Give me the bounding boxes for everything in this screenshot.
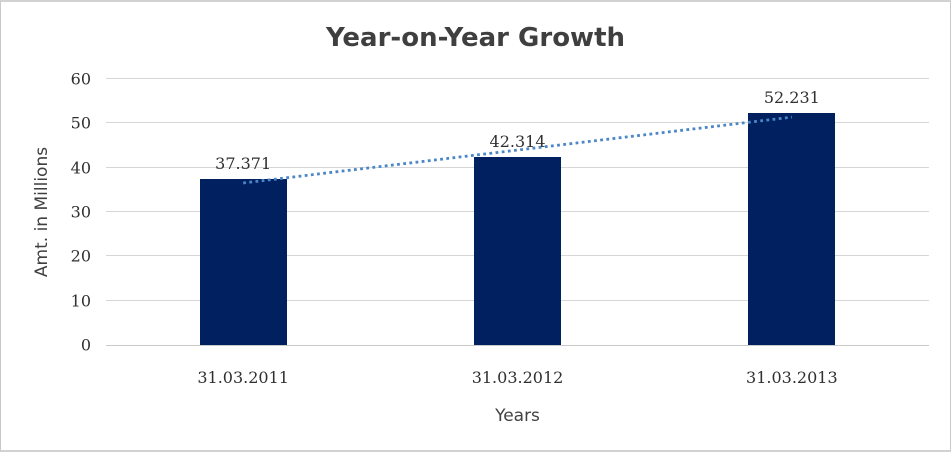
y-tick-label: 10 xyxy=(70,291,91,311)
y-tick-label: 60 xyxy=(70,69,91,89)
bar xyxy=(748,113,836,345)
bar-value-label: 42.314 xyxy=(489,132,546,152)
bar xyxy=(199,179,287,345)
chart-title: Year-on-Year Growth xyxy=(325,23,626,53)
x-axis-title: Years xyxy=(495,406,540,426)
x-category-label: 31.03.2013 xyxy=(746,368,838,387)
bar-value-label: 37.371 xyxy=(215,154,272,174)
y-tick-label: 40 xyxy=(70,158,91,178)
x-axis: 31.03.2011 31.03.2012 31.03.2013 xyxy=(106,368,929,390)
x-category-label: 31.03.2012 xyxy=(471,368,564,387)
plot-area: 37.371 42.314 52.231 xyxy=(106,78,929,346)
x-category-label: 31.03.2011 xyxy=(197,368,289,387)
bar xyxy=(474,157,561,345)
y-tick-label: 0 xyxy=(80,335,91,355)
gridline xyxy=(106,122,929,124)
bar-value-label: 52.231 xyxy=(763,88,820,108)
x-axis-line xyxy=(106,345,929,346)
y-tick-label: 50 xyxy=(70,113,91,133)
trendline xyxy=(242,115,793,185)
y-tick-label: 20 xyxy=(70,246,91,266)
gridline xyxy=(106,78,929,79)
y-axis: 0 10 20 30 40 50 60 xyxy=(1,70,91,355)
y-tick-label: 30 xyxy=(70,202,91,222)
